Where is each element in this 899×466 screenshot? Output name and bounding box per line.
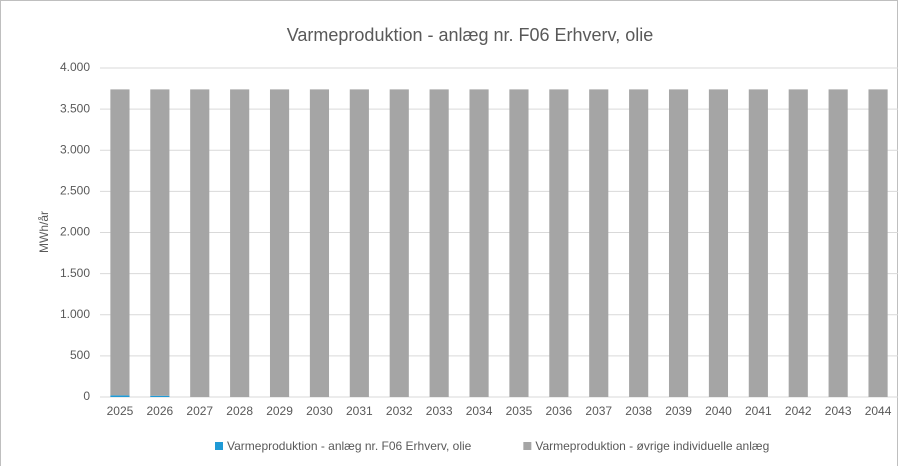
bar-segment (549, 89, 569, 397)
bar-segment (230, 89, 250, 397)
bar-segment (429, 89, 449, 397)
x-tick-label: 2033 (426, 404, 453, 418)
legend-label: Varmeproduktion - anlæg nr. F06 Erhverv,… (227, 439, 472, 453)
x-tick-label: 2029 (266, 404, 293, 418)
x-tick-label: 2041 (745, 404, 772, 418)
bar-segment (150, 89, 170, 396)
x-tick-label: 2036 (545, 404, 572, 418)
y-axis-label: MWh/år (37, 211, 51, 253)
y-tick-label: 0 (83, 389, 90, 403)
bar-segment (589, 89, 609, 397)
x-tick-label: 2039 (665, 404, 692, 418)
bar-segment (668, 89, 689, 397)
bar-segment (708, 89, 729, 397)
y-tick-label: 2.000 (60, 225, 90, 239)
x-tick-label: 2043 (825, 404, 852, 418)
bar-segment (788, 89, 808, 397)
chart-title: Varmeproduktion - anlæg nr. F06 Erhverv,… (287, 25, 654, 45)
x-tick-label: 2031 (346, 404, 373, 418)
bar-segment (309, 89, 330, 397)
bar-segment (828, 89, 848, 397)
bar-segment (150, 395, 170, 397)
x-tick-label: 2034 (466, 404, 493, 418)
bar-segment (110, 395, 130, 397)
legend-swatch (215, 442, 223, 450)
legend-label: Varmeproduktion - øvrige individuelle an… (535, 439, 769, 453)
x-tick-label: 2037 (585, 404, 612, 418)
bar-segment (629, 89, 649, 397)
bar-segment (269, 89, 290, 397)
y-tick-label: 2.500 (60, 184, 90, 198)
x-tick-label: 2032 (386, 404, 413, 418)
y-tick-label: 1.500 (60, 266, 90, 280)
x-tick-label: 2030 (306, 404, 333, 418)
bar-segment (748, 89, 768, 397)
x-tick-label: 2026 (146, 404, 173, 418)
bar-segment (469, 89, 489, 397)
bar-segment (509, 89, 529, 397)
legend-swatch (523, 442, 532, 450)
bar-segment (190, 89, 210, 397)
x-tick-label: 2027 (186, 404, 213, 418)
x-tick-label: 2028 (226, 404, 253, 418)
y-tick-label: 500 (70, 348, 90, 362)
bar-segment (868, 89, 888, 397)
bar-segment (110, 89, 130, 396)
x-tick-label: 2025 (107, 404, 134, 418)
x-tick-label: 2038 (625, 404, 652, 418)
y-tick-label: 1.000 (60, 307, 90, 321)
x-tick-label: 2044 (865, 404, 892, 418)
bar-segment (349, 89, 369, 397)
x-tick-label: 2042 (785, 404, 812, 418)
x-tick-label: 2040 (705, 404, 732, 418)
bar-segment (389, 89, 409, 397)
y-tick-label: 3.000 (60, 142, 90, 156)
y-tick-label: 3.500 (60, 101, 90, 115)
x-tick-label: 2035 (506, 404, 533, 418)
y-tick-label: 4.000 (60, 60, 90, 74)
